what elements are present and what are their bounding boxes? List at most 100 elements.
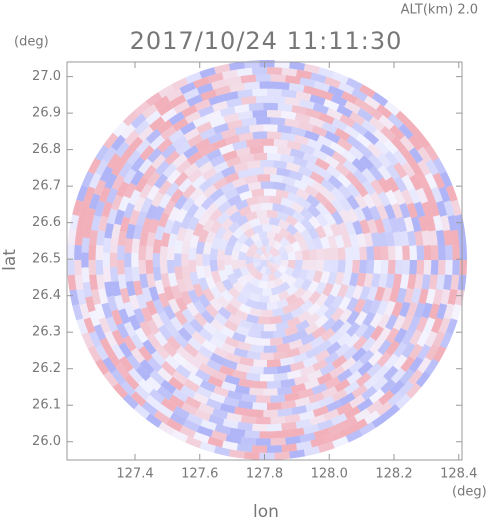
- radar-cell: [200, 89, 217, 101]
- radar-cell: [300, 174, 316, 187]
- radar-cell: [385, 176, 400, 193]
- radar-cell: [380, 378, 396, 395]
- radar-cell: [160, 144, 177, 159]
- radar-cell: [289, 148, 305, 159]
- radar-cell: [110, 309, 123, 326]
- radar-cell: [309, 414, 326, 426]
- radar-cell: [101, 302, 113, 319]
- y-tick-label: 26.2: [32, 361, 61, 376]
- radar-cell: [207, 72, 224, 84]
- radar-cell: [417, 146, 432, 163]
- radar-cell: [349, 111, 366, 126]
- radar-cell: [315, 202, 330, 217]
- radar-cell: [327, 174, 343, 190]
- radar-cell: [157, 367, 173, 383]
- radar-cell: [267, 253, 274, 260]
- radar-cell: [306, 312, 321, 326]
- radar-cell: [318, 395, 335, 408]
- radar-cell: [67, 229, 77, 246]
- radar-cell: [285, 233, 298, 245]
- radar-cell: [445, 185, 458, 202]
- radar-cell: [366, 218, 378, 234]
- radar-cell: [438, 186, 451, 203]
- radar-cell: [355, 372, 372, 387]
- radar-cell: [284, 392, 300, 402]
- radar-cell: [189, 271, 200, 286]
- radar-cell: [74, 244, 82, 260]
- radar-cell: [425, 159, 439, 176]
- radar-cell: [373, 245, 382, 260]
- radar-cell: [252, 257, 261, 263]
- radar-cell: [356, 397, 374, 413]
- radar-cell: [323, 305, 338, 320]
- radar-cell: [416, 172, 430, 190]
- radar-cell: [349, 394, 366, 409]
- radar-cell: [263, 323, 277, 332]
- radar-cell: [220, 165, 236, 178]
- radar-cell: [376, 351, 392, 368]
- radar-cell: [390, 367, 406, 384]
- radar-cell: [95, 358, 110, 376]
- y-tick-label: 26.0: [32, 434, 61, 449]
- radar-cell: [271, 285, 282, 296]
- radar-cell: [315, 303, 330, 318]
- radar-cell: [233, 347, 249, 358]
- radar-cell: [117, 274, 127, 290]
- radar-cell: [339, 114, 356, 128]
- radar-cell: [374, 139, 390, 156]
- radar-cell: [263, 146, 277, 154]
- radar-cell: [221, 278, 234, 292]
- radar-cell: [202, 253, 211, 267]
- radar-cell: [348, 359, 365, 375]
- radar-cell: [126, 354, 142, 371]
- radar-cell: [275, 321, 290, 331]
- radar-cell: [142, 339, 157, 356]
- radar-cell: [103, 370, 119, 388]
- radar-cell: [193, 312, 208, 327]
- radar-cell: [267, 210, 279, 219]
- radar-cell: [197, 293, 211, 309]
- radar-cell: [432, 331, 446, 348]
- radar-cell: [252, 88, 267, 97]
- radar-cell: [302, 355, 318, 368]
- radar-cell: [307, 204, 321, 218]
- radar-cell: [244, 430, 260, 439]
- radar-cell: [359, 421, 376, 436]
- radar-cell: [114, 141, 130, 158]
- radar-cell: [275, 189, 290, 199]
- radar-cell: [265, 245, 272, 254]
- y-tick-label: 26.3: [32, 325, 61, 340]
- radar-cell: [227, 313, 242, 326]
- radar-cell: [309, 171, 325, 185]
- radar-cell: [239, 266, 250, 277]
- radar-cell: [128, 209, 141, 226]
- radar-cell: [154, 344, 170, 360]
- radar-cell: [394, 260, 403, 275]
- radar-cell: [224, 374, 240, 386]
- radar-cell: [292, 352, 309, 364]
- radar-cell: [219, 403, 236, 414]
- radar-cell: [353, 298, 366, 314]
- radar-cell: [269, 217, 281, 227]
- radar-cell: [295, 188, 310, 201]
- radar-cell: [192, 392, 209, 405]
- radar-cell: [428, 200, 440, 217]
- radar-cell: [334, 271, 345, 286]
- radar-cell: [101, 201, 113, 218]
- radar-cell: [69, 214, 80, 231]
- radar-cell: [281, 175, 296, 187]
- radar-cell: [336, 402, 353, 416]
- radar-cell: [315, 248, 325, 260]
- radar-cell: [240, 415, 257, 424]
- radar-cell: [291, 405, 308, 416]
- radar-cell: [351, 418, 368, 432]
- radar-cell: [244, 451, 260, 460]
- radar-cell: [83, 317, 96, 334]
- radar-cell: [225, 434, 242, 444]
- radar-cell: [358, 260, 367, 274]
- radar-cell: [222, 358, 238, 370]
- radar-cell: [376, 401, 393, 417]
- radar-cell: [223, 112, 240, 124]
- radar-cell: [226, 412, 243, 423]
- radar-cell: [245, 262, 255, 272]
